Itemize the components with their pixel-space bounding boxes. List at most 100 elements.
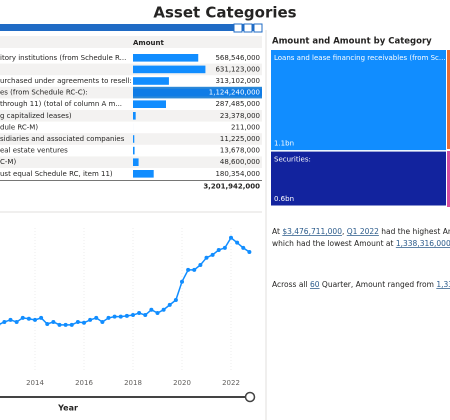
column-header: Amount xyxy=(133,39,164,47)
row-amount: 48,600,000 xyxy=(220,158,260,166)
data-point xyxy=(82,320,86,325)
tile-value: 0.6bn xyxy=(274,195,294,203)
data-point xyxy=(106,315,111,320)
amount-bar xyxy=(133,100,166,108)
row-amount: 11,225,000 xyxy=(220,135,260,143)
data-point xyxy=(131,313,135,318)
narrative-link[interactable]: 1,338,31 xyxy=(436,280,450,289)
line-chart xyxy=(0,228,252,372)
narrative-text: Quarter, Amount ranged from xyxy=(320,280,437,289)
row-amount: 568,546,000 xyxy=(215,54,260,62)
row-background xyxy=(0,86,262,99)
data-point xyxy=(63,322,68,327)
data-point xyxy=(88,317,93,322)
amount-bar xyxy=(133,158,139,166)
data-point xyxy=(167,302,172,307)
data-point xyxy=(8,317,13,322)
row-amount: 211,000 xyxy=(231,123,260,131)
row-amount: 631,123,000 xyxy=(215,65,260,73)
narrative-line: Across all 60 Quarter, Amount ranged fro… xyxy=(272,280,450,289)
row-amount: 313,102,000 xyxy=(215,77,260,85)
data-point xyxy=(222,245,227,250)
data-point xyxy=(180,279,184,284)
table-total: 3,201,942,000 xyxy=(203,183,260,191)
row-label: urchased under agreements to resell: xyxy=(0,77,132,85)
row-background xyxy=(0,110,262,122)
data-point xyxy=(155,311,160,316)
data-point xyxy=(149,307,154,312)
x-tick-label: 2022 xyxy=(222,379,240,387)
row-amount: 23,378,000 xyxy=(220,112,260,120)
data-point xyxy=(20,315,25,320)
data-point xyxy=(210,252,215,257)
amount-bar xyxy=(133,146,135,155)
narrative-link[interactable]: 60 xyxy=(310,280,320,289)
data-point xyxy=(241,245,246,250)
data-point xyxy=(235,240,240,245)
amount-bar xyxy=(133,88,262,97)
data-point xyxy=(192,267,197,272)
row-amount: 180,354,000 xyxy=(215,170,260,178)
narrative-link[interactable]: Q1 2022 xyxy=(347,227,379,236)
data-point xyxy=(75,319,80,324)
more-icon[interactable] xyxy=(253,23,263,33)
data-point xyxy=(124,313,129,318)
treemap-tile xyxy=(271,151,446,206)
narrative-link[interactable]: 1,338,316,000 xyxy=(396,239,450,248)
narrative-text: had the highest Amount xyxy=(379,227,450,236)
data-point xyxy=(137,311,142,316)
table-header-bar xyxy=(0,24,262,31)
focus-icon[interactable] xyxy=(243,23,253,33)
data-point xyxy=(229,235,233,240)
data-point xyxy=(112,314,117,319)
amount-bar xyxy=(133,65,206,74)
row-label: ust equal Schedule RC, item 11) xyxy=(0,170,113,178)
narrative-text: which had the lowest Amount at xyxy=(272,239,396,248)
amount-bar xyxy=(133,77,169,85)
narrative-link[interactable]: $3,476,711,000 xyxy=(282,227,342,236)
x-tick-label: 2020 xyxy=(173,379,191,387)
treemap-edge-tile xyxy=(447,151,450,207)
row-amount: 287,485,000 xyxy=(215,100,260,108)
data-point xyxy=(143,313,148,318)
data-point xyxy=(173,298,178,302)
narrative-text: Across all xyxy=(272,280,310,289)
data-point xyxy=(94,315,99,320)
row-background xyxy=(0,156,262,168)
data-point xyxy=(51,319,56,324)
row-amount: 1,124,240,000 xyxy=(209,89,260,97)
amount-bar xyxy=(133,135,135,143)
data-point xyxy=(198,263,203,268)
amount-bar xyxy=(133,170,154,178)
narrative-text: , xyxy=(342,227,347,236)
narrative-line: which had the lowest Amount at 1,338,316… xyxy=(272,239,450,248)
data-point xyxy=(33,317,37,322)
slider-handle[interactable] xyxy=(244,391,256,403)
page-title: Asset Categories xyxy=(153,4,296,22)
amount-bar xyxy=(133,54,199,62)
row-background xyxy=(0,133,262,145)
narrative-text: At xyxy=(272,227,282,236)
filter-icon[interactable] xyxy=(233,23,243,33)
row-label: g capitalized leases) xyxy=(0,112,72,120)
treemap-title: Amount and Amount by Category xyxy=(272,37,432,47)
table-header-row xyxy=(0,36,262,48)
x-tick-label: 2014 xyxy=(26,379,44,387)
data-point xyxy=(69,322,74,327)
data-point xyxy=(2,319,7,324)
treemap-edge-tile xyxy=(447,50,450,149)
row-label: C-M) xyxy=(0,158,16,166)
x-axis-title: Year xyxy=(57,404,78,413)
data-point xyxy=(186,267,191,272)
row-label: dule RC-M) xyxy=(0,123,38,131)
data-point xyxy=(161,307,166,312)
tile-name: Securities: xyxy=(274,156,311,164)
amount-bar xyxy=(133,112,136,120)
treemap-tile xyxy=(271,50,446,151)
data-point xyxy=(247,250,252,254)
data-point xyxy=(216,247,221,252)
row-label: itory institutions (from Schedule R... xyxy=(0,54,126,62)
data-point xyxy=(118,314,123,319)
data-point xyxy=(45,322,50,326)
